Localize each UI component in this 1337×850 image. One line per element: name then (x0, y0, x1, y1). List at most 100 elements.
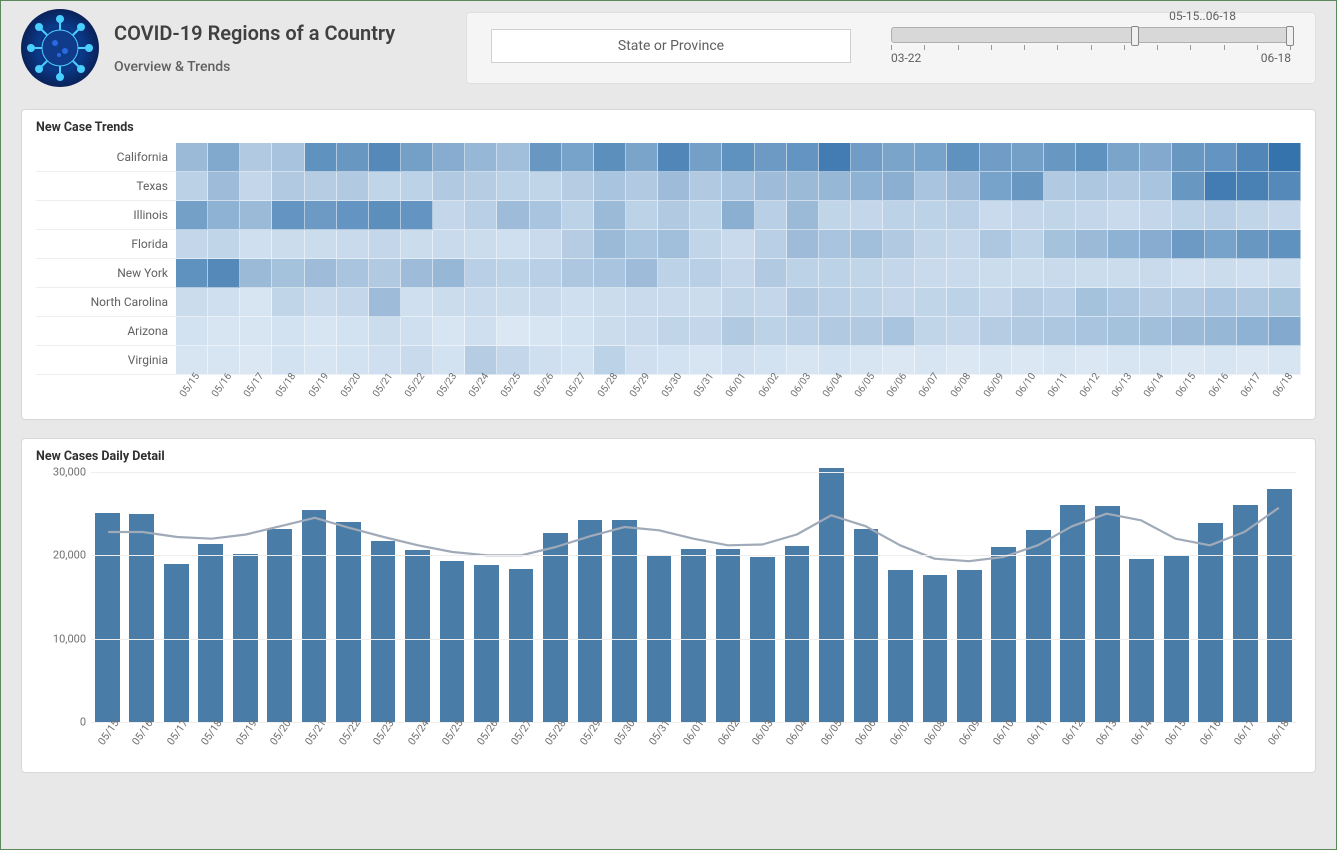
heatmap-cell[interactable] (947, 201, 979, 230)
heatmap-cell[interactable] (690, 230, 722, 259)
heatmap-cell[interactable] (690, 288, 722, 317)
slider-track[interactable] (891, 27, 1291, 43)
heatmap-cell[interactable] (722, 143, 754, 172)
bar[interactable] (854, 529, 879, 722)
heatmap-cell[interactable] (369, 143, 401, 172)
heatmap-cell[interactable] (1076, 259, 1108, 288)
heatmap-cell[interactable] (755, 143, 787, 172)
heatmap-cell[interactable] (1205, 288, 1237, 317)
heatmap-cell[interactable] (819, 317, 851, 346)
heatmap-cell[interactable] (883, 317, 915, 346)
heatmap-cell[interactable] (1012, 201, 1044, 230)
heatmap-cell[interactable] (240, 172, 272, 201)
heatmap-cell[interactable] (401, 201, 433, 230)
heatmap-cell[interactable] (272, 172, 304, 201)
heatmap-cell[interactable] (1076, 143, 1108, 172)
bar[interactable] (440, 561, 465, 722)
bar[interactable] (785, 546, 810, 722)
bar[interactable] (405, 550, 430, 722)
heatmap-cell[interactable] (433, 317, 465, 346)
heatmap-cell[interactable] (883, 288, 915, 317)
date-range-slider[interactable]: 05-15..06-18 03-22 06-18 (891, 27, 1291, 65)
heatmap-cell[interactable] (1269, 288, 1301, 317)
heatmap-cell[interactable] (1012, 317, 1044, 346)
heatmap-cell[interactable] (401, 259, 433, 288)
heatmap-cell[interactable] (1172, 317, 1204, 346)
heatmap-cell[interactable] (883, 259, 915, 288)
heatmap-cell[interactable] (658, 230, 690, 259)
heatmap-cell[interactable] (337, 230, 369, 259)
heatmap-cell[interactable] (1012, 288, 1044, 317)
heatmap-cell[interactable] (1237, 143, 1269, 172)
heatmap-cell[interactable] (337, 259, 369, 288)
heatmap-cell[interactable] (401, 288, 433, 317)
heatmap-cell[interactable] (530, 230, 562, 259)
heatmap-cell[interactable] (980, 317, 1012, 346)
bar[interactable] (543, 533, 568, 722)
heatmap-cell[interactable] (851, 288, 883, 317)
heatmap-cell[interactable] (755, 230, 787, 259)
heatmap-cell[interactable] (915, 143, 947, 172)
heatmap-cell[interactable] (208, 201, 240, 230)
heatmap-cell[interactable] (690, 143, 722, 172)
heatmap-cell[interactable] (755, 259, 787, 288)
heatmap-cell[interactable] (240, 230, 272, 259)
bar[interactable] (888, 570, 913, 722)
heatmap-cell[interactable] (1172, 230, 1204, 259)
heatmap-cell[interactable] (594, 143, 626, 172)
heatmap-cell[interactable] (1140, 288, 1172, 317)
heatmap-cell[interactable] (305, 317, 337, 346)
heatmap-cell[interactable] (1172, 201, 1204, 230)
heatmap-cell[interactable] (722, 201, 754, 230)
heatmap-cell[interactable] (530, 143, 562, 172)
heatmap-cell[interactable] (883, 201, 915, 230)
bar[interactable] (1026, 530, 1051, 722)
heatmap-cell[interactable] (337, 172, 369, 201)
heatmap-cell[interactable] (980, 201, 1012, 230)
heatmap-cell[interactable] (562, 230, 594, 259)
bar[interactable] (1095, 506, 1120, 722)
heatmap-cell[interactable] (1140, 230, 1172, 259)
heatmap-cell[interactable] (497, 288, 529, 317)
heatmap-cell[interactable] (883, 172, 915, 201)
heatmap-cell[interactable] (1205, 259, 1237, 288)
heatmap-cell[interactable] (337, 143, 369, 172)
heatmap-cell[interactable] (433, 288, 465, 317)
heatmap-cell[interactable] (722, 230, 754, 259)
heatmap-cell[interactable] (1269, 259, 1301, 288)
heatmap-cell[interactable] (819, 143, 851, 172)
heatmap-cell[interactable] (337, 317, 369, 346)
heatmap-cell[interactable] (787, 201, 819, 230)
heatmap-cell[interactable] (1205, 201, 1237, 230)
bar[interactable] (1129, 559, 1154, 722)
heatmap-cell[interactable] (1044, 259, 1076, 288)
bar[interactable] (681, 549, 706, 722)
heatmap-cell[interactable] (658, 259, 690, 288)
bar[interactable] (1233, 505, 1258, 722)
heatmap-cell[interactable] (722, 172, 754, 201)
heatmap-cell[interactable] (208, 259, 240, 288)
heatmap-cell[interactable] (1172, 288, 1204, 317)
heatmap-cell[interactable] (401, 172, 433, 201)
heatmap-cell[interactable] (851, 201, 883, 230)
heatmap-cell[interactable] (1237, 259, 1269, 288)
heatmap-cell[interactable] (497, 143, 529, 172)
heatmap-cell[interactable] (626, 317, 658, 346)
heatmap-cell[interactable] (915, 201, 947, 230)
bar[interactable] (923, 575, 948, 723)
heatmap-cell[interactable] (787, 143, 819, 172)
heatmap-cell[interactable] (1269, 172, 1301, 201)
heatmap-cell[interactable] (176, 230, 208, 259)
heatmap-cell[interactable] (465, 288, 497, 317)
heatmap-cell[interactable] (755, 172, 787, 201)
heatmap-cell[interactable] (594, 317, 626, 346)
heatmap-cell[interactable] (915, 288, 947, 317)
heatmap-cell[interactable] (980, 259, 1012, 288)
heatmap-cell[interactable] (787, 230, 819, 259)
bar[interactable] (957, 570, 982, 722)
heatmap-cell[interactable] (1044, 143, 1076, 172)
heatmap-cell[interactable] (369, 230, 401, 259)
heatmap-cell[interactable] (401, 230, 433, 259)
heatmap-cell[interactable] (369, 259, 401, 288)
heatmap-cell[interactable] (401, 317, 433, 346)
